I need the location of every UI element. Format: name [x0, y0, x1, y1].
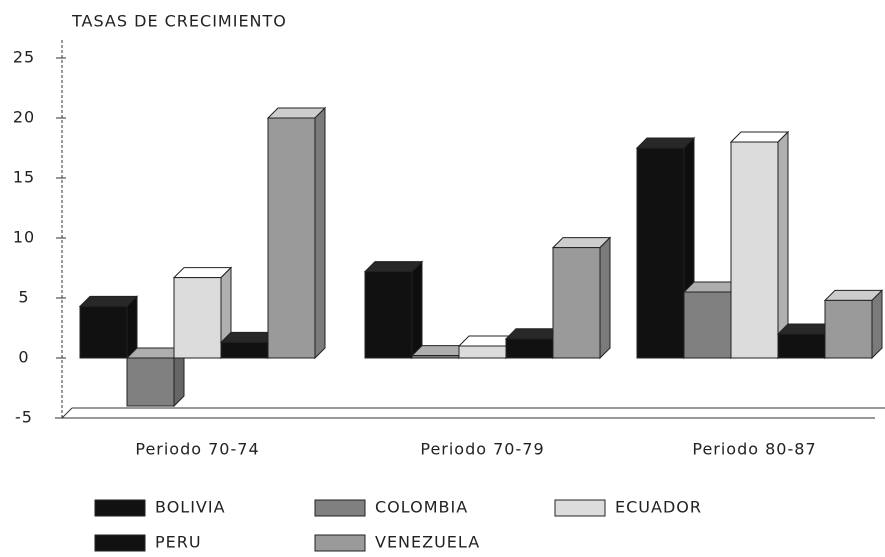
legend-swatch — [554, 499, 606, 517]
bar — [552, 247, 601, 359]
x-tick-label: Periodo 70-74 — [135, 440, 259, 459]
bar — [173, 277, 222, 359]
bar — [683, 291, 732, 359]
legend-label: PERU — [155, 533, 202, 552]
bar — [505, 338, 554, 359]
bar — [636, 147, 685, 359]
bar — [458, 345, 507, 359]
bar — [777, 333, 826, 359]
bar — [79, 305, 128, 359]
legend-label: BOLIVIA — [155, 498, 226, 517]
y-tick-label: 5 — [18, 288, 29, 307]
legend-swatch — [94, 499, 146, 517]
bar — [411, 355, 460, 359]
legend-swatch — [94, 534, 146, 552]
legend-swatch — [314, 534, 366, 552]
bar-side — [126, 295, 138, 360]
y-tick-label: 25 — [13, 48, 35, 67]
y-tick-label: 15 — [13, 168, 35, 187]
chart-title: TASAS DE CRECIMIENTO — [71, 12, 287, 31]
legend-label: COLOMBIA — [375, 498, 468, 517]
y-tick-label: -5 — [15, 408, 33, 427]
bar — [126, 357, 175, 407]
x-tick-label: Periodo 80-87 — [692, 440, 816, 459]
bar — [730, 141, 779, 359]
bar — [220, 341, 269, 359]
bar-side — [314, 106, 326, 360]
y-tick-label: 10 — [13, 228, 35, 247]
bar-side — [599, 236, 611, 360]
bar-side — [411, 260, 423, 360]
y-tick-label: 0 — [18, 348, 29, 367]
y-tick-label: 20 — [13, 108, 35, 127]
bar — [267, 117, 316, 359]
legend-label: ECUADOR — [615, 498, 702, 517]
legend-swatch — [314, 499, 366, 517]
bar — [364, 271, 413, 359]
x-tick-label: Periodo 70-79 — [420, 440, 544, 459]
bar-side — [777, 130, 789, 360]
bar — [824, 299, 873, 359]
legend-label: VENEZUELA — [375, 533, 480, 552]
floor-edge — [61, 407, 73, 419]
bar-side — [871, 289, 883, 360]
